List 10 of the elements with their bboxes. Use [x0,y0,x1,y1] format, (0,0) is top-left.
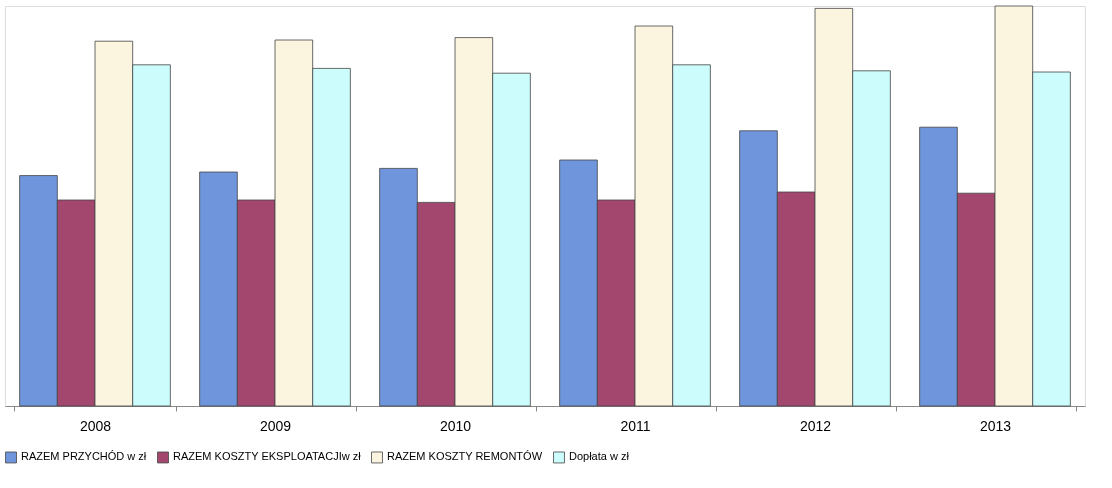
x-tick-label: 2010 [439,417,472,434]
legend-label: RAZEM KOSZTY REMONTÓW [387,450,543,463]
x-tick-label: 2011 [620,417,651,434]
x-tick-label: 2009 [259,417,292,434]
legend-label: Dopłata w zł [569,450,630,463]
x-tick-label: 2012 [799,417,832,434]
legend-label: RAZEM PRZYCHÓD w zł [21,450,147,463]
legend-label: RAZEM KOSZTY EKSPLOATACJIw zł [173,450,362,463]
x-tick-label: 2013 [979,417,1012,434]
x-tick-label: 2008 [79,417,112,434]
